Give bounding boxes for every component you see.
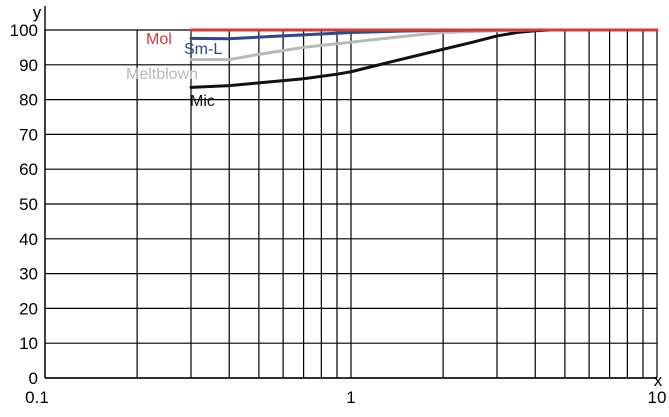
y-tick-label: 60	[19, 160, 38, 179]
y-tick-label: 80	[19, 91, 38, 110]
y-tick-label: 100	[10, 21, 38, 40]
series-label-sm-l: Sm-L	[184, 41, 222, 58]
y-tick-label: 10	[19, 334, 38, 353]
y-tick-label: 90	[19, 56, 38, 75]
series-line-meltblown	[189, 28, 537, 62]
y-tick-label: 40	[19, 230, 38, 249]
y-tick-label: 0	[29, 369, 38, 388]
y-tick-label: 70	[19, 125, 38, 144]
axes	[44, 6, 657, 379]
y-tick-label: 30	[19, 265, 38, 284]
series-lines	[189, 28, 659, 89]
series-label-meltblown: Meltblown	[126, 66, 198, 83]
series-line-mic	[189, 28, 553, 89]
x-tick-label: 10	[648, 388, 667, 407]
x-tick-label: 1	[346, 388, 355, 407]
series-label-mic: Mic	[190, 93, 215, 110]
y-axis-label: y	[33, 3, 42, 22]
series-label-mol: Mol	[146, 31, 172, 48]
x-tick-label: 0.1	[25, 388, 49, 407]
x-axis-label: x	[654, 371, 663, 390]
labels: 0 10 20 30 40 50 60 70 80 90 100 0.1 1 10 y x Mol Sm-L Mel…	[10, 3, 667, 407]
y-tick-label: 50	[19, 195, 38, 214]
y-tick-label: 20	[19, 299, 38, 318]
